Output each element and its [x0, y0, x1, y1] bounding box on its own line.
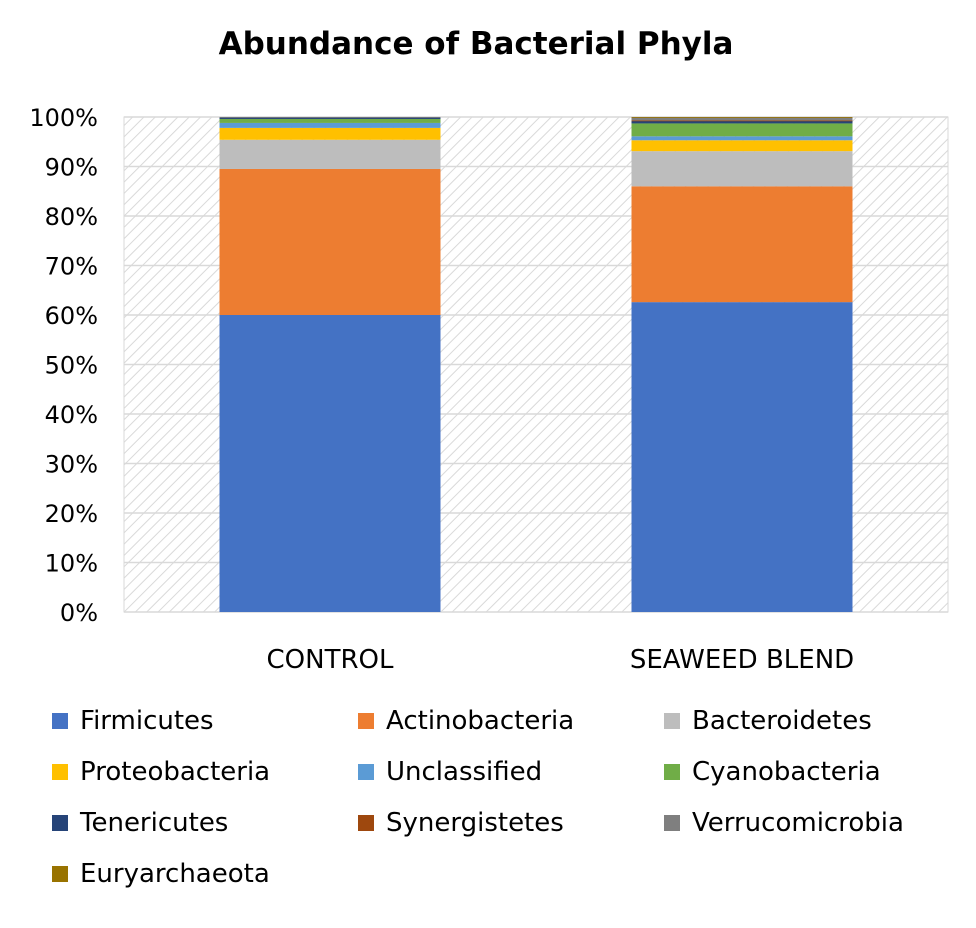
legend-label: Firmicutes [80, 706, 214, 736]
bar-segment-verrucomicrobia [219, 117, 441, 118]
legend-label: Verrucomicrobia [692, 808, 904, 838]
legend-label: Cyanobacteria [692, 757, 881, 787]
legend-item: Cyanobacteria [664, 757, 881, 787]
y-tick-label: 90% [45, 154, 98, 182]
legend-label: Actinobacteria [386, 706, 575, 736]
bar-segment-tenericutes [631, 120, 853, 124]
legend-item: Euryarchaeota [52, 859, 270, 889]
legend-swatch [52, 764, 68, 780]
bar-segment-bacteroidetes [631, 151, 853, 187]
bar-segment-unclassified [219, 122, 441, 128]
bar-segment-euryarchaeota [631, 117, 853, 118]
legend-label: Unclassified [386, 757, 543, 787]
legend-item: Synergistetes [358, 808, 564, 838]
bar-segment-cyanobacteria [631, 123, 853, 137]
legend-item: Bacteroidetes [664, 706, 872, 736]
y-tick-label: 20% [45, 500, 98, 528]
legend-label: Euryarchaeota [80, 859, 270, 889]
bar-segment-actinobacteria [631, 186, 853, 303]
legend-item: Tenericutes [52, 808, 228, 838]
bar-segment-bacteroidetes [219, 139, 441, 169]
bars [219, 117, 853, 612]
y-tick-label: 10% [45, 550, 98, 578]
y-axis: 0% 10% 20% 30% 40% 50% 60% 70% 80% 90% 100% [29, 104, 98, 627]
legend-label: Proteobacteria [80, 757, 271, 787]
legend-item: Verrucomicrobia [664, 808, 904, 838]
y-tick-label: 30% [45, 451, 98, 479]
legend-swatch [664, 815, 680, 831]
legend-item: Firmicutes [52, 706, 214, 736]
bar-segment-firmicutes [631, 302, 853, 612]
bar-segment-actinobacteria [219, 168, 441, 315]
x-tick-label: CONTROL [267, 645, 394, 675]
chart-title: Abundance of Bacterial Phyla [219, 26, 734, 62]
legend-swatch [358, 764, 374, 780]
bar-segment-synergistetes [631, 120, 853, 122]
bar-segment-tenericutes [219, 117, 441, 119]
y-tick-label: 100% [29, 104, 98, 132]
bar-segment-firmicutes [219, 315, 441, 612]
legend-swatch [52, 815, 68, 831]
y-tick-label: 60% [45, 302, 98, 330]
y-tick-label: 40% [45, 401, 98, 429]
y-tick-label: 80% [45, 203, 98, 231]
bar-segment-verrucomicrobia [631, 117, 853, 121]
bar-segment-proteobacteria [631, 140, 853, 152]
legend-swatch [52, 713, 68, 729]
legend-item: Proteobacteria [52, 757, 270, 787]
bar-segment-unclassified [631, 136, 853, 141]
legend-swatch [664, 764, 680, 780]
legend-swatch [52, 866, 68, 882]
bar-segment-cyanobacteria [219, 118, 441, 123]
legend-item: Unclassified [358, 757, 542, 787]
legend-swatch [358, 815, 374, 831]
y-tick-label: 70% [45, 253, 98, 281]
legend-label: Tenericutes [80, 808, 229, 838]
bar-segment-proteobacteria [219, 127, 441, 140]
legend-label: Bacteroidetes [692, 706, 872, 736]
legend-label: Synergistetes [386, 808, 564, 838]
stacked-bar-chart: Abundance of Bacterial Phyla 0% 10% 20% 30%… [29, 26, 949, 675]
x-tick-label: SEAWEED BLEND [630, 645, 854, 675]
x-axis: CONTROL SEAWEED BLEND [267, 645, 855, 675]
legend-swatch [358, 713, 374, 729]
y-tick-label: 0% [60, 599, 98, 627]
y-tick-label: 50% [45, 352, 98, 380]
legend-item: Actinobacteria [358, 706, 574, 736]
legend-swatch [664, 713, 680, 729]
